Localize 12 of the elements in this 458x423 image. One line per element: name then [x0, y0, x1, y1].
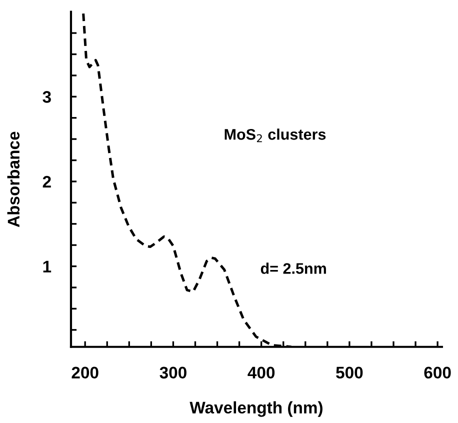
x-axis-title: Wavelength (nm): [190, 401, 322, 417]
x-tick-label: 300: [160, 366, 186, 379]
annotation: MoS$_{2}$ clusters: [224, 128, 326, 142]
x-tick-label: 500: [336, 366, 363, 379]
y-tick-label: 3: [42, 91, 51, 103]
x-tick-label: 200: [72, 366, 98, 379]
annotation: d= 2.5nm: [260, 262, 326, 274]
y-axis-title: Absorbance: [7, 132, 20, 228]
y-tick-label: 2: [42, 176, 51, 188]
x-tick-label: 400: [248, 366, 275, 379]
x-tick-label: 600: [424, 366, 451, 379]
y-tick-label: 1: [43, 260, 52, 272]
